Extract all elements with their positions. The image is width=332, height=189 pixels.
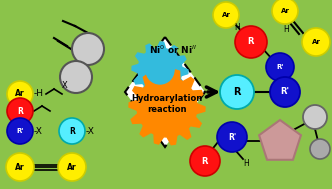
Circle shape <box>7 81 33 107</box>
Circle shape <box>59 118 85 144</box>
Text: Ar: Ar <box>281 8 290 14</box>
Circle shape <box>217 122 247 152</box>
Text: -X: -X <box>34 126 43 136</box>
Circle shape <box>213 2 239 28</box>
Circle shape <box>58 153 86 181</box>
Text: -X: -X <box>86 126 95 136</box>
Text: Ni$^0$ or Ni$^{II}$: Ni$^0$ or Ni$^{II}$ <box>149 44 197 56</box>
Polygon shape <box>125 37 205 147</box>
Text: Ar: Ar <box>221 12 230 18</box>
Text: R: R <box>248 37 254 46</box>
Text: R': R' <box>228 132 236 142</box>
Text: R': R' <box>276 64 284 70</box>
Polygon shape <box>259 120 301 160</box>
Circle shape <box>270 77 300 107</box>
Circle shape <box>148 88 186 126</box>
Text: X: X <box>62 81 68 90</box>
Circle shape <box>60 61 92 93</box>
Circle shape <box>235 26 267 58</box>
Polygon shape <box>132 42 188 98</box>
Circle shape <box>272 0 298 24</box>
Text: Ar: Ar <box>15 163 25 171</box>
Circle shape <box>310 139 330 159</box>
Text: Ar: Ar <box>15 90 25 98</box>
Text: R: R <box>17 106 23 115</box>
Polygon shape <box>129 69 205 145</box>
Text: Ar: Ar <box>67 163 77 171</box>
Circle shape <box>303 105 327 129</box>
Text: -H: -H <box>34 90 44 98</box>
Text: R': R' <box>16 128 24 134</box>
Circle shape <box>220 75 254 109</box>
Text: R: R <box>202 156 208 166</box>
Text: H: H <box>283 25 289 33</box>
Text: Hydroarylation
reaction: Hydroarylation reaction <box>131 94 203 114</box>
Circle shape <box>6 153 34 181</box>
Circle shape <box>72 33 104 65</box>
Text: R': R' <box>281 88 290 97</box>
Text: R: R <box>69 126 75 136</box>
Text: R: R <box>233 87 241 97</box>
Text: Ar: Ar <box>311 39 320 45</box>
Circle shape <box>190 146 220 176</box>
Circle shape <box>7 118 33 144</box>
Circle shape <box>146 56 174 84</box>
Text: H: H <box>243 159 249 167</box>
Circle shape <box>302 28 330 56</box>
Circle shape <box>7 98 33 124</box>
Circle shape <box>266 53 294 81</box>
Text: H: H <box>234 23 240 33</box>
